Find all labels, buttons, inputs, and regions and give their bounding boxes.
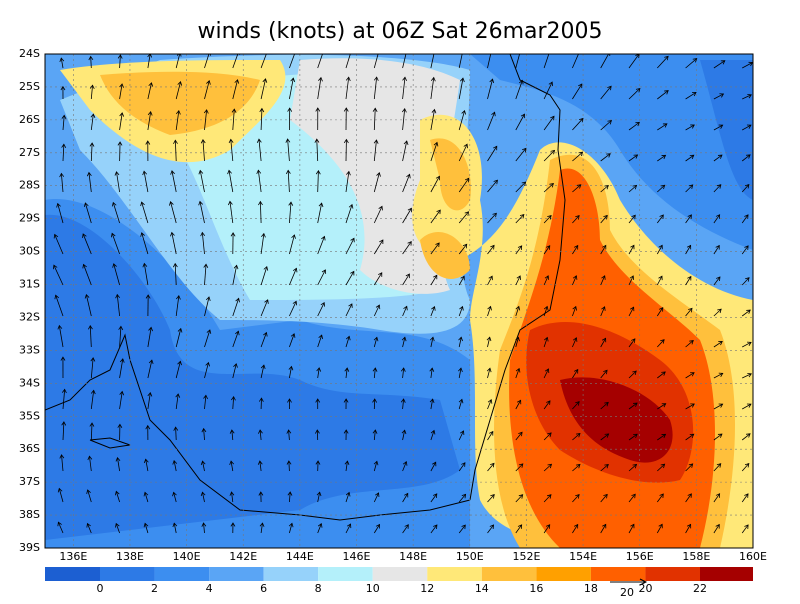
lat-label: 34S — [19, 376, 40, 389]
lat-label: 24S — [19, 47, 40, 60]
lat-label: 36S — [19, 442, 40, 455]
colorbar-box — [264, 567, 319, 581]
wind-vector — [289, 461, 290, 471]
lat-label: 26S — [19, 113, 40, 126]
wind-vector-head — [293, 49, 297, 53]
lat-label: 30S — [19, 245, 40, 258]
lon-label: 152E — [512, 550, 540, 563]
colorbar-label: 4 — [206, 582, 213, 595]
colorbar-label: 8 — [315, 582, 322, 595]
wind-vector-head — [349, 48, 353, 52]
colorbar-box — [700, 567, 753, 581]
colorbar-box — [373, 567, 428, 581]
wind-vector-head — [321, 48, 325, 52]
colorbar-label: 0 — [97, 582, 104, 595]
lon-label: 136E — [59, 550, 87, 563]
wind-speed-field — [45, 47, 753, 548]
lon-label: 156E — [626, 550, 654, 563]
lon-label: 146E — [343, 550, 371, 563]
reference-vector-label: 20 — [620, 586, 634, 599]
lat-label: 35S — [19, 409, 40, 422]
colorbar-box — [645, 567, 700, 581]
colorbar-box — [209, 567, 264, 581]
lat-label: 32S — [19, 310, 40, 323]
colorbar-label: 16 — [529, 582, 543, 595]
colorbar-box — [45, 567, 100, 581]
colorbar-box — [427, 567, 482, 581]
lon-label: 140E — [173, 550, 201, 563]
lat-label: 39S — [19, 541, 40, 554]
lat-label: 37S — [19, 475, 40, 488]
lon-label: 150E — [456, 550, 484, 563]
colorbar-label: 10 — [366, 582, 380, 595]
lon-label: 144E — [286, 550, 314, 563]
lat-label: 27S — [19, 146, 40, 159]
lon-label: 154E — [569, 550, 597, 563]
lat-label: 25S — [19, 80, 40, 93]
lat-label: 31S — [19, 278, 40, 291]
colorbar-label: 12 — [420, 582, 434, 595]
lon-label: 138E — [116, 550, 144, 563]
colorbar-box — [155, 567, 210, 581]
colorbar-label: 18 — [584, 582, 598, 595]
colorbar-label: 22 — [693, 582, 707, 595]
lat-labels: 24S 25S 26S 27S 28S 29S 30S 31S 32S 33S 34S 35S 36S 3… — [19, 47, 40, 554]
lon-label: 142E — [229, 550, 257, 563]
wind-vector-head — [405, 47, 409, 51]
wind-vector-head — [377, 47, 381, 51]
colorbar-box — [536, 567, 591, 581]
colorbar-label: 20 — [638, 582, 652, 595]
wind-vector-head — [461, 47, 465, 51]
lon-label: 148E — [399, 550, 427, 563]
wind-vector-head — [489, 47, 493, 51]
colorbar-box — [100, 567, 155, 581]
colorbar-box — [482, 567, 537, 581]
colorbar-box — [591, 567, 646, 581]
wind-vector-head — [265, 50, 269, 54]
lat-label: 33S — [19, 343, 40, 356]
lat-label: 38S — [19, 508, 40, 521]
lon-labels: 136E 138E 140E 142E 144E 146E 148E 150E 152E 154E… — [59, 550, 767, 563]
wind-vector-head — [548, 49, 552, 53]
lon-label: 158E — [682, 550, 710, 563]
colorbar: 0 2 4 6 8 10 12 14 16 18 20 22 — [45, 567, 753, 595]
colorbar-label: 6 — [260, 582, 267, 595]
colorbar-label: 2 — [151, 582, 158, 595]
colorbar-label: 14 — [475, 582, 489, 595]
lon-label: 160E — [739, 550, 767, 563]
colorbar-box — [318, 567, 373, 581]
title: winds (knots) at 06Z Sat 26mar2005 — [197, 19, 602, 44]
wind-vector-head — [518, 48, 522, 52]
lat-label: 29S — [19, 212, 40, 225]
lat-label: 28S — [19, 179, 40, 192]
wind-vector-head — [433, 47, 437, 51]
